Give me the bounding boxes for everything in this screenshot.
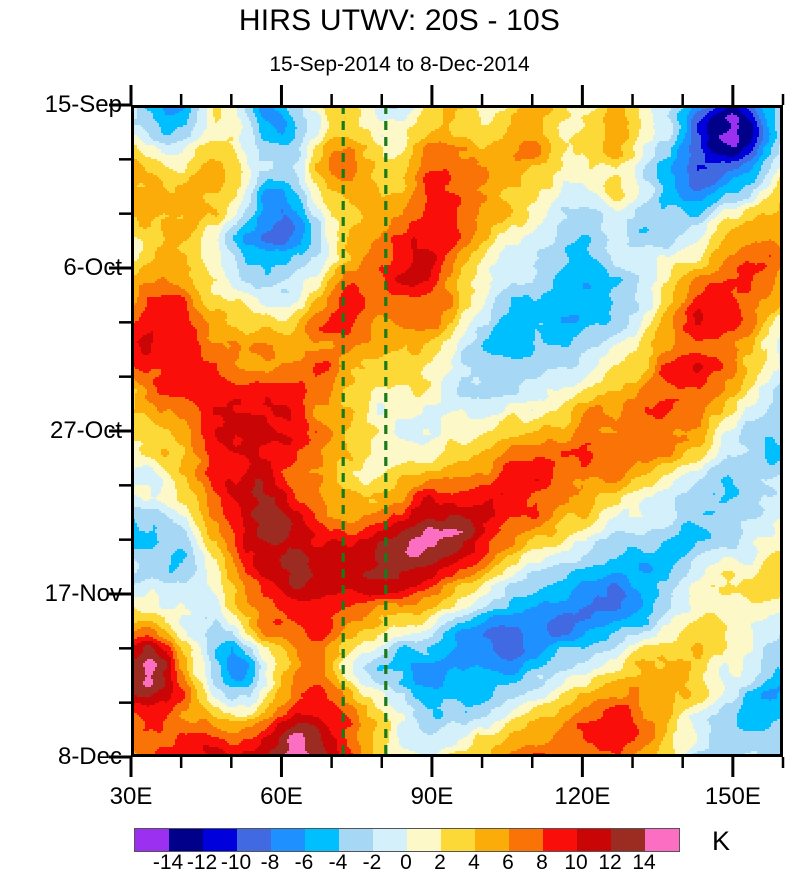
colorbar[interactable] xyxy=(134,828,680,852)
colorbar-tick-label: -10 xyxy=(221,851,251,875)
colorbar-tick-label: 0 xyxy=(400,851,412,875)
colorbar-tick-label: -8 xyxy=(261,851,280,875)
colorbar-tick-label: -4 xyxy=(329,851,348,875)
colorbar-tick-label: 14 xyxy=(632,851,655,875)
colorbar-swatch[interactable] xyxy=(509,829,543,851)
colorbar-tick-label: 2 xyxy=(434,851,446,875)
colorbar-swatch[interactable] xyxy=(543,829,577,851)
x-axis-tick-label: 90E xyxy=(411,783,454,811)
colorbar-unit-label: K xyxy=(712,826,730,857)
x-axis-tick-label: 60E xyxy=(260,783,303,811)
x-axis-tick-label: 120E xyxy=(554,783,610,811)
colorbar-tick-label: 4 xyxy=(468,851,480,875)
colorbar-tick-label: -12 xyxy=(187,851,217,875)
colorbar-swatch[interactable] xyxy=(611,829,645,851)
colorbar-swatch[interactable] xyxy=(203,829,237,851)
colorbar-swatch[interactable] xyxy=(305,829,339,851)
colorbar-tick-label: 8 xyxy=(536,851,548,875)
colorbar-swatch[interactable] xyxy=(373,829,407,851)
colorbar-swatch[interactable] xyxy=(407,829,441,851)
x-axis-tick-label: 150E xyxy=(705,783,761,811)
colorbar-tick-label: -14 xyxy=(153,851,183,875)
colorbar-swatch[interactable] xyxy=(645,829,679,851)
colorbar-tick-label: 10 xyxy=(564,851,587,875)
colorbar-tick-label: -6 xyxy=(295,851,314,875)
colorbar-tick-label: 12 xyxy=(598,851,621,875)
colorbar-swatch[interactable] xyxy=(339,829,373,851)
colorbar-swatch[interactable] xyxy=(577,829,611,851)
colorbar-swatch[interactable] xyxy=(169,829,203,851)
colorbar-tick-label: -2 xyxy=(363,851,382,875)
colorbar-tick-label: 6 xyxy=(502,851,514,875)
colorbar-swatch[interactable] xyxy=(441,829,475,851)
x-axis-tick-label: 30E xyxy=(110,783,153,811)
colorbar-swatch[interactable] xyxy=(271,829,305,851)
colorbar-swatch[interactable] xyxy=(475,829,509,851)
colorbar-swatch[interactable] xyxy=(135,829,169,851)
colorbar-swatch[interactable] xyxy=(237,829,271,851)
